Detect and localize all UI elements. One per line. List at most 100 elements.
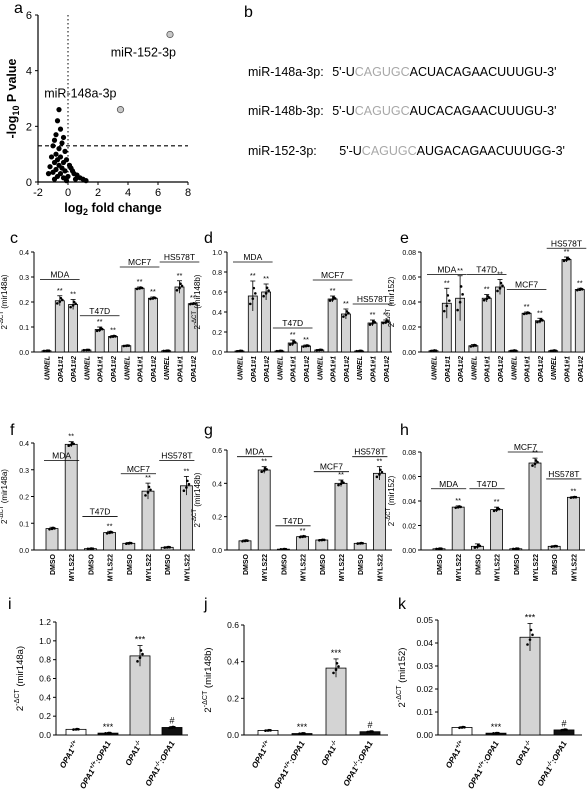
x-tick-label: OPA1#1: [251, 356, 258, 382]
replicate-point: [319, 348, 322, 352]
significance-label: **: [300, 526, 306, 535]
x-tick-label: UNREL: [84, 356, 91, 380]
replicate-point: [576, 288, 579, 292]
replicate-point: [144, 494, 147, 497]
bar: [94, 329, 105, 353]
replicate-point: [513, 349, 516, 352]
group-label: HS578T: [161, 450, 192, 460]
bar: [334, 482, 348, 551]
replicate-point: [48, 528, 51, 531]
replicate-point: [473, 343, 476, 347]
bar: [567, 496, 580, 551]
replicate-point: [95, 329, 99, 333]
group-label: HS578T: [164, 252, 195, 262]
replicate-point: [72, 728, 75, 731]
replicate-point: [171, 725, 175, 729]
data-point: [53, 151, 59, 157]
replicate-point: [288, 343, 292, 346]
significance-label: **: [263, 274, 269, 283]
replicate-point: [355, 349, 359, 353]
bar: [495, 286, 505, 353]
replicate-point: [235, 349, 239, 353]
bar: [296, 536, 310, 551]
x-tick-label: OPA1#1: [58, 356, 65, 382]
replicate-point: [457, 505, 461, 508]
replicate-point: [90, 547, 93, 550]
bar-chart-e: 0.00 0.02 0.04 0.06 0.08 2-ΔCT (mir152) UNREL *…: [386, 238, 587, 382]
sequence-row-148b: miR-148b-3p: 5'-UCAGUGCAUCACAGAACUUUGU-3…: [248, 104, 556, 118]
x-tick-label: DMSO: [320, 553, 327, 575]
group-label: MDA: [243, 252, 262, 262]
group-label: MDA: [437, 265, 456, 275]
replicate-point: [138, 656, 142, 660]
replicate-point: [526, 643, 529, 646]
y-axis-label: 2-ΔCT (mir148a): [13, 646, 26, 711]
replicate-point: [166, 545, 170, 549]
data-point: [45, 171, 52, 177]
replicate-point: [359, 541, 363, 545]
y-tick-label: 0.4: [212, 310, 222, 317]
replicate-point: [146, 491, 150, 494]
replicate-point: [267, 728, 271, 732]
y-axis-label: 2-ΔCT (mir148a): [0, 469, 9, 524]
replicate-point: [178, 286, 181, 290]
replicate-point: [139, 286, 142, 289]
group-label: T47D: [90, 507, 111, 517]
y-tick-label: 0.00: [416, 730, 433, 740]
significance-label: **: [261, 457, 267, 466]
panel-letter-k: k: [398, 596, 406, 613]
x-tick-label: OPA1#1: [565, 356, 572, 382]
replicate-point: [342, 315, 345, 318]
replicate-point: [86, 547, 90, 551]
y-tick-label: 0.04: [402, 300, 416, 307]
highlight-point: [166, 30, 174, 39]
significance-label: **: [338, 470, 344, 479]
x-tick-label: UNREL: [471, 356, 478, 380]
bar: [315, 539, 329, 551]
bar: [147, 297, 158, 353]
replicate-point: [283, 547, 286, 551]
replicate-point: [429, 349, 433, 353]
replicate-point: [529, 628, 533, 632]
x-tick-label: MYLS22: [571, 554, 578, 581]
replicate-point: [141, 652, 144, 656]
replicate-point: [533, 462, 537, 466]
bar: [257, 469, 271, 551]
x-tick-label: UNREL: [432, 356, 439, 380]
y-tick-label: 0.04: [402, 499, 416, 506]
panel-letter-b: b: [244, 4, 253, 21]
panel-letter-c: c: [10, 230, 18, 247]
x-tick-label: UNREL: [277, 356, 284, 380]
replicate-point: [486, 294, 490, 298]
replicate-point: [473, 546, 477, 549]
group-label: MCF7: [320, 462, 343, 472]
bar: [561, 259, 572, 353]
replicate-point: [139, 649, 143, 652]
replicate-point: [347, 311, 350, 315]
y-tick-label: 0.6: [227, 620, 239, 630]
significance-label: **: [376, 457, 382, 466]
replicate-point: [109, 335, 112, 339]
bar-chart-i: 0.0 0.2 0.4 0.6 0.8 1.0 1.2 2-ΔCT (mir148a) OPA1…: [13, 617, 188, 791]
group-label: MDA: [50, 270, 69, 280]
significance-label: **: [110, 326, 116, 335]
significance-label: ***: [525, 612, 536, 622]
replicate-point: [262, 469, 266, 472]
point-label: miR-148a-3p: [44, 87, 116, 101]
group-label: T47D: [89, 306, 110, 316]
bar-chart-f: 0.0 0.1 0.2 0.3 0.4 2-ΔCT (mir148a) DMSO ** MYLS…: [0, 432, 195, 581]
y-tick-label: 0.6: [212, 290, 222, 297]
x-tick-label: OPA1+/+:OPA1: [272, 739, 307, 791]
x-tick-label: OPA1#2: [304, 356, 311, 382]
bar: [179, 485, 193, 551]
significance-label: **: [68, 432, 74, 441]
replicate-point: [445, 304, 449, 308]
replicate-point: [375, 475, 379, 479]
y-tick-label: 0: [26, 177, 32, 189]
replicate-point: [536, 460, 539, 464]
x-tick-label: UNREL: [124, 356, 131, 380]
y-tick-label: 0.03: [416, 661, 433, 671]
significance-label: **: [150, 287, 156, 296]
replicate-point: [496, 289, 499, 293]
x-axis-label: log2 fold change: [64, 201, 161, 217]
